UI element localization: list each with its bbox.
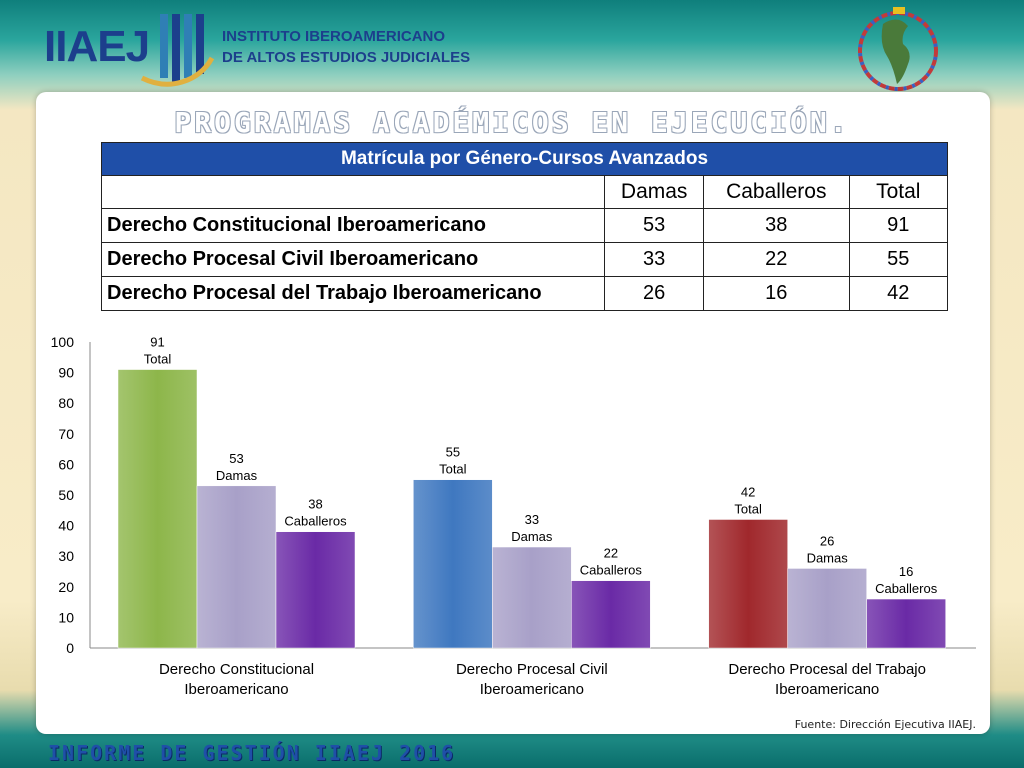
y-tick-label: 80 xyxy=(58,395,74,411)
y-tick-label: 0 xyxy=(66,640,74,656)
x-category-label: Iberoamericano xyxy=(184,681,288,698)
institute-name-line2: DE ALTOS ESTUDIOS JUDICIALES xyxy=(222,49,471,66)
institute-name-line1: INSTITUTO IBEROAMERICANO xyxy=(222,28,446,45)
table-row: Derecho Procesal del Trabajo Iberoameric… xyxy=(100,276,949,311)
data-label-value: 16 xyxy=(899,564,913,579)
table-caption: Matrícula por Género-Cursos Avanzados xyxy=(101,142,948,176)
cell-damas: 33 xyxy=(604,242,705,277)
header: IIAEJ INSTITUTO IBEROAMERICANO DE ALTOS … xyxy=(0,0,1024,92)
cell-total: 91 xyxy=(848,208,949,243)
y-tick-label: 50 xyxy=(58,487,74,503)
bar-caballeros xyxy=(275,531,356,649)
x-category-label: Derecho Constitucional xyxy=(159,661,314,678)
bar-caballeros xyxy=(571,580,651,649)
cell-damas: 53 xyxy=(604,208,705,243)
bar-damas xyxy=(492,546,572,649)
y-tick-label: 10 xyxy=(58,609,74,625)
bar-damas xyxy=(787,568,867,649)
data-label-value: 42 xyxy=(741,484,755,499)
row-label: Derecho Constitucional Iberoamericano xyxy=(100,208,606,243)
y-tick-label: 40 xyxy=(58,518,74,534)
table-header-blank xyxy=(100,175,606,209)
y-tick-label: 100 xyxy=(51,334,75,350)
data-label-series: Caballeros xyxy=(580,563,643,578)
data-label-value: 33 xyxy=(525,512,539,527)
table-header-damas: Damas xyxy=(604,175,705,209)
data-label-series: Caballeros xyxy=(284,514,347,529)
data-label-value: 26 xyxy=(820,533,834,548)
cell-damas: 26 xyxy=(604,276,705,311)
cell-caballeros: 16 xyxy=(703,276,850,311)
table-header-total: Total xyxy=(848,175,949,209)
logo-name: IIAEJ xyxy=(44,22,150,71)
y-tick-label: 70 xyxy=(58,426,74,442)
x-category-label: Derecho Procesal del Trabajo xyxy=(728,661,926,678)
bar-damas xyxy=(196,485,277,649)
cell-total: 55 xyxy=(848,242,949,277)
x-category-label: Iberoamericano xyxy=(480,681,584,698)
data-label-series: Total xyxy=(144,352,172,367)
bar-total xyxy=(117,369,198,649)
bar-caballeros xyxy=(866,598,946,649)
americas-globe-flags-icon xyxy=(858,7,938,91)
row-label: Derecho Procesal Civil Iberoamericano xyxy=(100,242,606,277)
table-caption-row: Matrícula por Género-Cursos Avanzados xyxy=(101,142,948,176)
iiaej-logo-icon xyxy=(140,14,215,87)
source-note: Fuente: Dirección Ejecutiva IIAEJ. xyxy=(794,718,976,731)
table-header-caballeros: Caballeros xyxy=(703,175,850,209)
table-header-row: Damas Caballeros Total xyxy=(100,175,949,209)
data-label-series: Damas xyxy=(511,529,553,544)
y-tick-label: 20 xyxy=(58,579,74,595)
table-row: Derecho Procesal Civil Iberoamericano 33… xyxy=(100,242,949,277)
enrollment-table: Matrícula por Género-Cursos Avanzados Da… xyxy=(100,142,949,311)
data-label-value: 55 xyxy=(446,445,460,460)
slide-title: PROGRAMAS ACADÉMICOS EN EJECUCIÓN. xyxy=(174,106,850,139)
data-label-series: Damas xyxy=(807,550,849,565)
footer-title: INFORME DE GESTIÓN IIAEJ 2016 xyxy=(48,741,456,765)
y-tick-label: 30 xyxy=(58,548,74,564)
data-label-value: 53 xyxy=(229,451,243,466)
enrollment-bar-chart: 0 10 20 30 40 50 60 70 80 90 100 91 Total 53 Damas 38 Ca… xyxy=(51,334,976,698)
x-category-label: Derecho Procesal Civil xyxy=(456,661,608,678)
cell-total: 42 xyxy=(848,276,949,311)
cell-caballeros: 22 xyxy=(703,242,850,277)
data-label-series: Total xyxy=(439,462,467,477)
data-label-series: Caballeros xyxy=(875,581,938,596)
data-label-value: 91 xyxy=(150,335,164,350)
cell-caballeros: 38 xyxy=(703,208,850,243)
data-label-series: Total xyxy=(734,501,762,516)
y-tick-label: 90 xyxy=(58,365,74,381)
table-row: Derecho Constitucional Iberoamericano 53… xyxy=(100,208,949,243)
x-category-label: Iberoamericano xyxy=(775,681,879,698)
bar-total xyxy=(708,519,788,649)
row-label: Derecho Procesal del Trabajo Iberoameric… xyxy=(100,276,606,311)
data-label-value: 22 xyxy=(604,546,618,561)
bar-total xyxy=(413,479,493,649)
data-label-series: Damas xyxy=(216,468,258,483)
data-label-value: 38 xyxy=(308,497,322,512)
y-tick-label: 60 xyxy=(58,456,74,472)
